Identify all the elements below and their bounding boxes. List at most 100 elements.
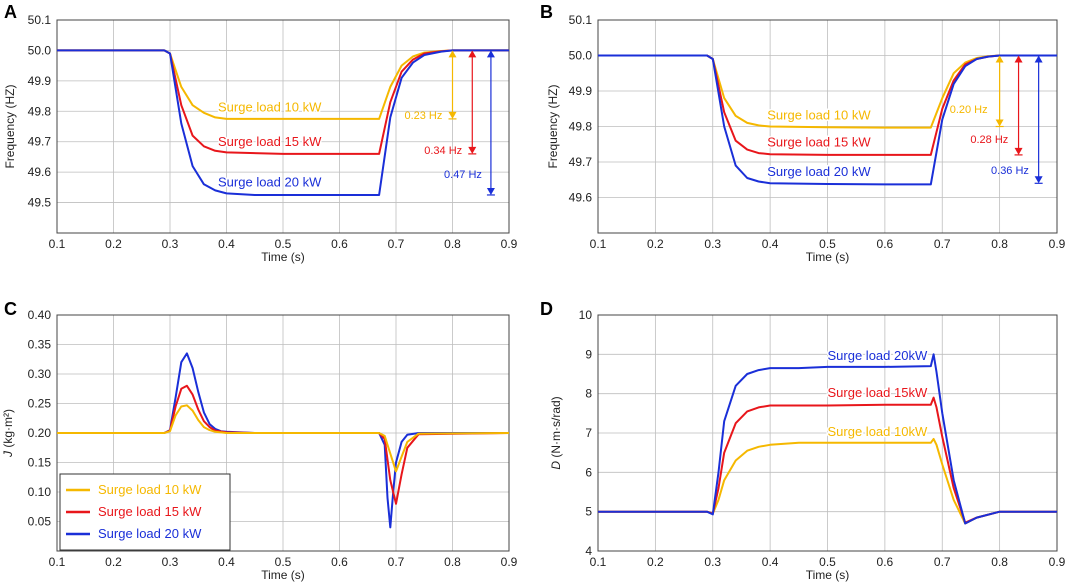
x-tick-label: 0.6 (331, 237, 348, 251)
x-tick-label: 0.2 (105, 555, 122, 569)
y-tick-label: 10 (579, 308, 593, 322)
y-axis-label: Frequency (HZ) (3, 84, 17, 168)
deviation-label: 0.28 Hz (970, 134, 1008, 146)
y-axis-symbol: D (549, 461, 563, 470)
x-tick-label: 0.8 (444, 555, 461, 569)
x-tick-label: 0.5 (275, 237, 292, 251)
deviation-arrow-head-top (1034, 55, 1043, 63)
y-tick-label: 50.0 (569, 49, 593, 63)
x-tick-label: 0.6 (877, 237, 894, 251)
x-tick-label: 0.4 (218, 555, 235, 569)
y-tick-label: 49.7 (28, 135, 52, 149)
y-tick-label: 50.1 (28, 13, 52, 27)
deviation-arrow-head-top (486, 50, 495, 58)
panel-b: 0.1 0.2 0.3 0.4 0.5 0.6 0.7 0.8 0.9 49.6 49.7 49.8 4… (540, 2, 1065, 264)
y-axis-label: Frequency (HZ) (546, 84, 560, 168)
x-axis-label: Time (s) (806, 568, 850, 582)
y-tick-label: 8 (585, 387, 592, 401)
y-axis-label: D (N·m·s/rad) (549, 396, 563, 469)
y-tick-label: 49.7 (569, 155, 593, 169)
x-tick-label: 0.3 (704, 237, 721, 251)
deviation-arrow-head-top (468, 50, 477, 58)
x-tick-label: 0.9 (1049, 237, 1065, 251)
y-tick-label: 6 (585, 465, 592, 479)
y-tick-label: 0.40 (28, 308, 52, 322)
x-tick-label: 0.9 (501, 555, 518, 569)
series-annotation: Surge load 10kW (828, 424, 928, 439)
y-tick-label: 7 (585, 426, 592, 440)
x-tick-label: 0.9 (501, 237, 518, 251)
y-tick-label: 49.8 (569, 120, 593, 134)
series-line-surge-load-20-kw (57, 49, 509, 196)
x-tick-label: 0.7 (934, 237, 951, 251)
y-tick-label: 50.1 (569, 13, 593, 27)
panel-label: C (4, 299, 17, 319)
x-tick-label: 0.2 (647, 237, 664, 251)
deviation-arrow-head-bottom (448, 111, 457, 119)
y-tick-label: 49.9 (28, 74, 52, 88)
y-tick-label: 49.6 (569, 191, 593, 205)
y-tick-label: 0.15 (28, 456, 52, 470)
x-axis-label: Time (s) (261, 250, 305, 264)
x-tick-label: 0.9 (1049, 555, 1065, 569)
x-tick-label: 0.7 (388, 237, 405, 251)
series-annotation: Surge load 10 kW (218, 99, 322, 114)
x-axis-label: Time (s) (261, 568, 305, 582)
legend: Surge load 10 kW Surge load 15 kW Surge lo… (59, 473, 231, 551)
series-annotation: Surge load 20kW (828, 348, 928, 363)
y-axis-unit: (N·m·s/rad) (549, 396, 563, 461)
x-tick-label: 0.4 (762, 555, 779, 569)
y-tick-label: 0.30 (28, 367, 52, 381)
x-tick-label: 0.3 (162, 555, 179, 569)
x-tick-label: 0.8 (991, 237, 1008, 251)
y-tick-label: 49.6 (28, 165, 52, 179)
deviation-arrow-head-bottom (468, 146, 477, 154)
plot-frame (597, 314, 1058, 552)
y-tick-label: 0.20 (28, 426, 52, 440)
y-tick-label: 0.05 (28, 515, 52, 529)
x-tick-label: 0.1 (590, 237, 607, 251)
y-tick-label: 0.35 (28, 338, 52, 352)
y-tick-label: 50.0 (28, 43, 52, 57)
x-tick-label: 0.8 (444, 237, 461, 251)
deviation-label: 0.23 Hz (404, 110, 442, 122)
series-annotation: Surge load 15 kW (218, 134, 322, 149)
deviation-arrow-head-top (995, 55, 1004, 63)
series-line-surge-load-20-kw (598, 353, 1057, 525)
deviation-arrow-head-bottom (1014, 147, 1023, 155)
y-axis-symbol: J (1, 450, 15, 458)
legend-entry: Surge load 15 kW (98, 504, 202, 519)
panel-label: B (540, 2, 553, 22)
x-tick-label: 0.7 (388, 555, 405, 569)
y-tick-label: 5 (585, 505, 592, 519)
series-line-surge-load-15-kw (57, 49, 509, 155)
x-tick-label: 0.4 (762, 237, 779, 251)
y-tick-label: 0.25 (28, 397, 52, 411)
y-axis-label: J (kg·m²) (1, 409, 15, 458)
panel-label: D (540, 299, 553, 319)
y-tick-label: 9 (585, 347, 592, 361)
panel-c: 0.1 0.2 0.3 0.4 0.5 0.6 0.7 0.8 0.9 0.05 0.10 0.15 0… (1, 299, 518, 582)
y-tick-label: 49.5 (28, 196, 52, 210)
x-tick-label: 0.5 (819, 237, 836, 251)
x-tick-label: 0.5 (275, 555, 292, 569)
x-tick-label: 0.4 (218, 237, 235, 251)
x-tick-label: 0.8 (991, 555, 1008, 569)
deviation-arrow-head-bottom (486, 187, 495, 195)
plot-frame (56, 19, 510, 234)
x-tick-label: 0.6 (877, 555, 894, 569)
series-annotation: Surge load 15 kW (767, 135, 871, 150)
deviation-label: 0.47 Hz (444, 169, 482, 181)
deviation-arrow-head-top (448, 50, 457, 58)
y-tick-label: 0.10 (28, 485, 52, 499)
y-tick-label: 4 (585, 544, 592, 558)
series-annotation: Surge load 10 kW (767, 107, 871, 122)
deviation-label: 0.20 Hz (950, 104, 988, 116)
deviation-arrow-head-bottom (1034, 176, 1043, 184)
deviation-arrow-head-bottom (995, 119, 1004, 127)
x-tick-label: 0.1 (49, 555, 66, 569)
panel-a: 0.1 0.2 0.3 0.4 0.5 0.6 0.7 0.8 0.9 49.5 49.6 49.7 4… (3, 2, 518, 264)
x-axis-label: Time (s) (806, 250, 850, 264)
series-annotation: Surge load 20 kW (767, 164, 871, 179)
